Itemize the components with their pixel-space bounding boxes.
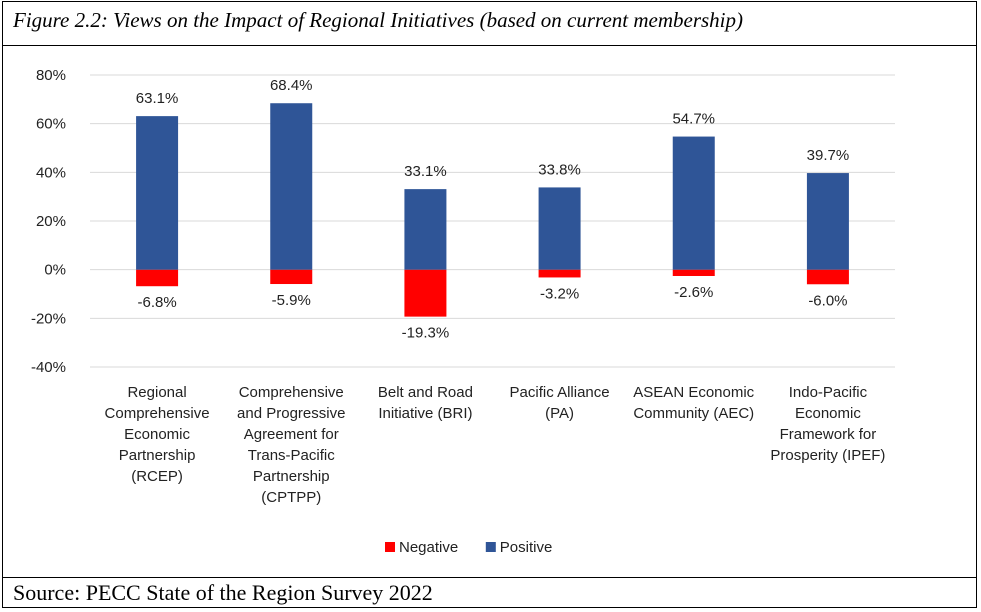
data-label-negative: -6.0% [808,292,847,309]
legend-label-positive: Positive [500,539,553,556]
data-label-positive: 33.1% [404,163,447,180]
bar-negative [806,269,849,285]
bar-positive [538,187,581,270]
category-label: Indo-Pacific Economic Framework for Prosper… [770,384,885,464]
category-label: Pacific Alliance (PA) [510,384,610,422]
category-label: ASEAN Economic Community (AEC) [633,384,754,422]
legend: Negative Positive [385,539,552,556]
gridlines [90,74,895,368]
bar-negative [270,269,313,285]
y-tick-label: 60% [36,116,66,133]
x-axis-categories: Regional Comprehensive Economic Partnership… [105,384,886,506]
legend-swatch-negative [385,542,395,552]
legend-swatch-positive [485,542,496,552]
bar-negative [136,269,179,287]
data-label-negative: -6.8% [137,294,176,311]
bar-positive [404,189,447,270]
category-label: Belt and Road Initiative (BRI) [378,384,473,422]
bar-positive [270,103,313,270]
bars [136,103,849,317]
y-tick-label: 20% [36,213,66,230]
legend-label-negative: Negative [399,539,458,556]
data-label-positive: 33.8% [538,161,581,178]
data-label-positive: 54.7% [672,111,715,128]
bar-negative [672,269,715,276]
y-axis: 80% 60% 40% 20% 0% -20% -40% [31,67,66,376]
data-label-negative: -3.2% [540,285,579,302]
figure-title: Figure 2.2: Views on the Impact of Regio… [3,2,976,46]
figure-source: Source: PECC State of the Region Survey … [3,577,976,607]
data-label-negative: -5.9% [272,292,311,309]
bar-positive [672,136,715,270]
y-tick-label: 40% [36,164,66,181]
category-label: Comprehensive and Progressive Agreement fo… [237,384,345,506]
y-tick-label: 0% [44,262,66,279]
y-tick-label: -40% [31,359,66,376]
category-label: Regional Comprehensive Economic Partnership… [105,384,210,485]
bar-positive [806,173,849,270]
data-label-positive: 63.1% [136,90,179,107]
data-labels: -6.8% -5.9% -19.3% -3.2% -2.6% -6.0% 63.1% 68.4… [136,77,849,341]
bar-negative [404,269,447,317]
bar-positive [136,116,179,270]
bar-negative [538,269,581,278]
y-tick-label: -20% [31,310,66,327]
data-label-positive: 68.4% [270,77,313,94]
y-tick-label: 80% [36,67,66,84]
data-label-negative: -2.6% [674,284,713,301]
data-label-positive: 39.7% [807,147,850,164]
data-label-negative: -19.3% [402,325,450,342]
